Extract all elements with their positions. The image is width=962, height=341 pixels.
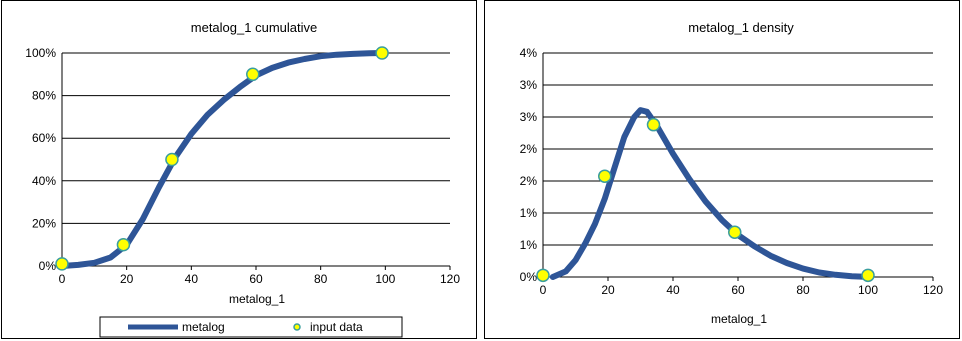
right-metalog-line [549, 107, 868, 280]
left-x-tick-label: 80 [314, 272, 328, 286]
left-y-tick-label: 40% [32, 174, 56, 188]
left-x-tick-label: 60 [249, 272, 263, 286]
left-y-tick-label: 0% [39, 259, 57, 273]
right-input-data-point [728, 225, 742, 239]
left-input-data-point [55, 257, 69, 271]
right-y-tick-label: 3% [520, 78, 538, 92]
right-input-data-point [861, 268, 875, 283]
right-x-tick-label: 80 [796, 283, 810, 297]
legend-input-data-label: input data [310, 320, 363, 334]
left-y-tick-label: 100% [25, 46, 56, 60]
right-x-tick-label: 20 [601, 283, 615, 297]
right-y-tick-label: 4% [520, 46, 538, 60]
cumulative-chart-panel: metalog_1 cumulative 0% 20% 40% 60% 80% 100% … [1, 0, 477, 339]
density-x-axis-label: metalog_1 [711, 312, 767, 326]
legend-input-data-swatch [293, 323, 301, 331]
density-chart: metalog_1 density 0% 1% 1% 2% 2% 3% 3% 4% 0 20 40… [520, 20, 944, 326]
right-y-tick-label: 1% [520, 206, 538, 220]
legend: metalog input data [99, 316, 403, 338]
right-x-tick-label: 60 [731, 283, 745, 297]
left-y-tick-label: 60% [32, 131, 56, 145]
left-x-tick-label: 20 [120, 272, 134, 286]
cumulative-chart: metalog_1 cumulative 0%20%40%60%80%100% … [25, 20, 460, 338]
left-x-tick-label: 100 [375, 272, 395, 286]
right-input-data-point [536, 268, 550, 283]
legend-metalog-label: metalog [182, 320, 225, 334]
right-x-tick-label: 40 [666, 283, 680, 297]
left-input-data-point [165, 152, 179, 167]
right-y-tick-label: 0% [520, 270, 538, 284]
right-x-tick-label: 120 [923, 283, 943, 297]
left-input-data-point [375, 46, 389, 60]
right-y-tick-label: 3% [520, 110, 538, 124]
cumulative-x-axis-label: metalog_1 [229, 292, 285, 306]
left-x-tick-label: 120 [440, 272, 460, 286]
left-y-tick-label: 80% [32, 89, 56, 103]
right-y-tick-label: 1% [520, 238, 538, 252]
left-metalog-line [59, 50, 389, 269]
cumulative-chart-title: metalog_1 cumulative [191, 20, 317, 35]
left-y-tick-label: 20% [32, 216, 56, 230]
legend-box [99, 316, 403, 338]
right-x-tick-label: 0 [540, 283, 547, 297]
left-x-tick-label: 0 [59, 272, 66, 286]
left-input-data-point [116, 237, 131, 252]
right-input-data-point [646, 117, 661, 132]
right-input-data-point [598, 169, 612, 183]
density-chart-panel: metalog_1 density 0% 1% 1% 2% 2% 3% 3% 4% 0 20 40… [484, 0, 960, 339]
density-chart-title: metalog_1 density [688, 20, 794, 35]
right-y-tick-label: 2% [520, 174, 538, 188]
right-y-tick-label: 2% [520, 142, 538, 156]
left-x-tick-label: 40 [185, 272, 199, 286]
left-input-data-point [246, 67, 260, 82]
right-x-tick-label: 100 [858, 283, 878, 297]
